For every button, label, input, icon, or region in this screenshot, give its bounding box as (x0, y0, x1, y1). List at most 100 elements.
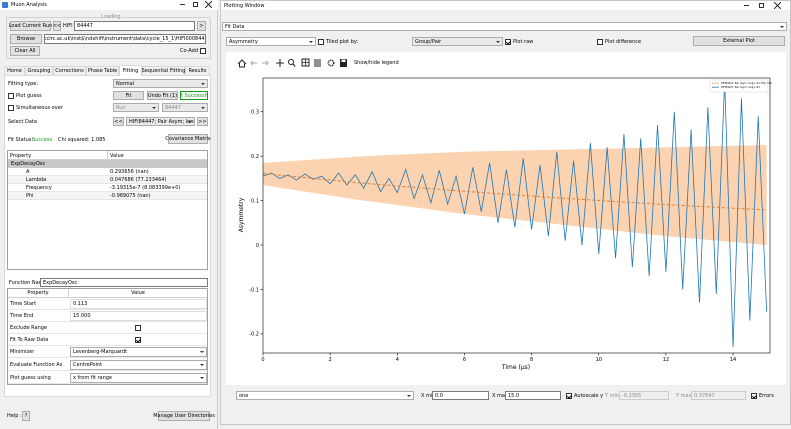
setting-name: Exclude Range (8, 322, 207, 334)
home-icon[interactable] (237, 59, 247, 68)
plot-raw-label: Plot raw (513, 38, 534, 45)
undo-fit[interactable]: Undo Fit (1) (147, 91, 178, 100)
column-divider (107, 151, 108, 160)
fit-button[interactable]: Fit (113, 91, 144, 100)
previous-data[interactable]: << (113, 117, 124, 126)
plot-guess-checkbox[interactable] (8, 93, 14, 99)
minimize[interactable] (744, 5, 749, 6)
simultaneous-label: Simultaneous over (16, 104, 63, 111)
legend-label: HIFI84447; Pair Asym; long1; #1 (721, 86, 760, 89)
y-tick-label: 0.2 (251, 154, 259, 160)
clear-all[interactable]: Clear All (10, 46, 40, 56)
xmin-input[interactable]: 0.0 (432, 391, 489, 400)
setting-name: Time End (8, 310, 207, 322)
settings-icon[interactable] (327, 59, 335, 67)
app-icon (2, 2, 8, 8)
parameter-name: Frequency (8, 184, 207, 192)
select-data-label: Select Data (8, 118, 37, 125)
exclude-range-checkbox[interactable] (135, 325, 141, 331)
help-label: Help : (7, 413, 22, 419)
errors-checkbox[interactable] (751, 392, 757, 399)
tab[interactable]: Corrections (53, 66, 86, 75)
minimizer-select[interactable]: Levenberg-Marquardt (70, 347, 207, 357)
maximize[interactable] (193, 2, 198, 7)
x-tick-label: 0 (261, 357, 264, 363)
parameter-name: Phi (8, 192, 207, 200)
co-add-label: Co-Add : (180, 48, 202, 54)
maximize[interactable] (759, 3, 764, 8)
ymax-label: Y max (676, 392, 692, 399)
plot-raw-checkbox[interactable] (505, 38, 511, 45)
plot-type-select[interactable]: Asymmetry (226, 37, 316, 46)
close[interactable] (205, 1, 212, 8)
setting-value[interactable]: 15.000 (70, 311, 207, 321)
workspace-select[interactable]: Fit Data (222, 22, 787, 31)
forward-icon[interactable] (262, 60, 269, 66)
chart: Time (µs) Asymmetry 0 2 4 6 8 10 12 14 -0.2 -0.1 0… (238, 77, 773, 371)
function-row[interactable]: ExpDecayOsc (8, 160, 207, 168)
close[interactable] (774, 2, 781, 9)
parameter-value[interactable]: -3.19315e-7 (8.083399e+0) (110, 185, 181, 191)
plot-difference-checkbox[interactable] (597, 38, 603, 45)
evaluate-select[interactable]: CentrePoint (70, 360, 207, 370)
tab-active[interactable]: Fitting (119, 65, 142, 76)
simultaneous-type: Run (113, 103, 159, 112)
data-line (263, 80, 768, 348)
simultaneous-checkbox[interactable] (8, 105, 14, 111)
function-name-label: Function Name (9, 279, 47, 286)
fit-status: Success (32, 136, 53, 143)
fit-status-label: Fit Status: (8, 136, 34, 143)
help-button[interactable]: ? (22, 411, 30, 421)
save-icon-label (341, 59, 346, 62)
parameter-name: A (8, 168, 207, 176)
file-path[interactable]: \\isis.cclrc.ac.uk\inst$\ndxhifi\instrum… (44, 34, 206, 44)
tiled-checkbox[interactable] (318, 38, 324, 45)
save-icon[interactable] (340, 59, 347, 67)
fitting-type-label: Fitting type: (8, 80, 38, 87)
setting-value[interactable]: 0.113 (70, 299, 207, 309)
parameter-value[interactable]: -0.989075 (nan) (110, 193, 151, 199)
tab[interactable]: Grouping (25, 66, 53, 75)
xmax-input[interactable]: 15.0 (505, 391, 561, 400)
parameter-value[interactable]: 0.047686 (77.233464) (110, 177, 167, 183)
tiled-by-select[interactable]: Group/Pair (412, 37, 503, 46)
load-current-run[interactable]: Load Current Run (8, 21, 53, 31)
minimize[interactable] (180, 4, 185, 5)
function-name-input[interactable]: ExpDecayOsc (40, 278, 208, 287)
tab[interactable]: Results (185, 66, 210, 75)
browse[interactable]: Browse (10, 34, 42, 44)
tab[interactable]: Sequential Fitting (141, 66, 186, 75)
tab[interactable]: Home (4, 66, 25, 75)
fitting-type[interactable]: Normal (113, 79, 208, 88)
axis-select[interactable]: one (236, 391, 414, 400)
plot-guess-select[interactable]: x from fit range (70, 373, 207, 383)
covariance-matrix[interactable]: Covariance Matrix (165, 134, 211, 144)
options-icon[interactable] (314, 59, 321, 67)
external-plot[interactable]: External Plot (693, 36, 785, 46)
errors-label: Errors (759, 392, 774, 399)
zoom-icon[interactable] (288, 59, 294, 65)
y-tick-label: 0 (256, 243, 259, 249)
toolbar (237, 58, 347, 68)
co-add-checkbox[interactable] (200, 48, 206, 54)
plot-difference-label: Plot difference (605, 38, 642, 45)
manage-directories[interactable]: Manage User Directories (153, 411, 215, 421)
next-run[interactable]: > (197, 21, 206, 31)
back-icon[interactable] (250, 60, 257, 66)
tiled-label: Tiled plot by: (326, 38, 359, 45)
tab[interactable]: Phase Table (86, 66, 119, 75)
parameter-value[interactable]: 0.293656 (nan) (110, 169, 149, 175)
ymin-label: Y min (605, 392, 620, 399)
x-tick-label: 12 (663, 357, 669, 363)
fit-raw-checkbox[interactable] (135, 337, 141, 343)
autoscale-checkbox[interactable] (566, 392, 572, 399)
setting-name: Fit To Raw Data (8, 334, 207, 346)
autoscale-label: Autoscale y (574, 392, 604, 399)
x-tick-label: 4 (396, 357, 399, 363)
previous-run[interactable]: << (52, 21, 62, 31)
data-select[interactable]: HIFI84447; Pair Asym; long1 (126, 117, 195, 126)
pan-icon[interactable] (276, 59, 284, 67)
run-input[interactable]: 84447 (74, 21, 195, 31)
next-data[interactable]: >> (197, 117, 208, 126)
legend-toggle[interactable]: Show/hide legend (354, 60, 399, 66)
